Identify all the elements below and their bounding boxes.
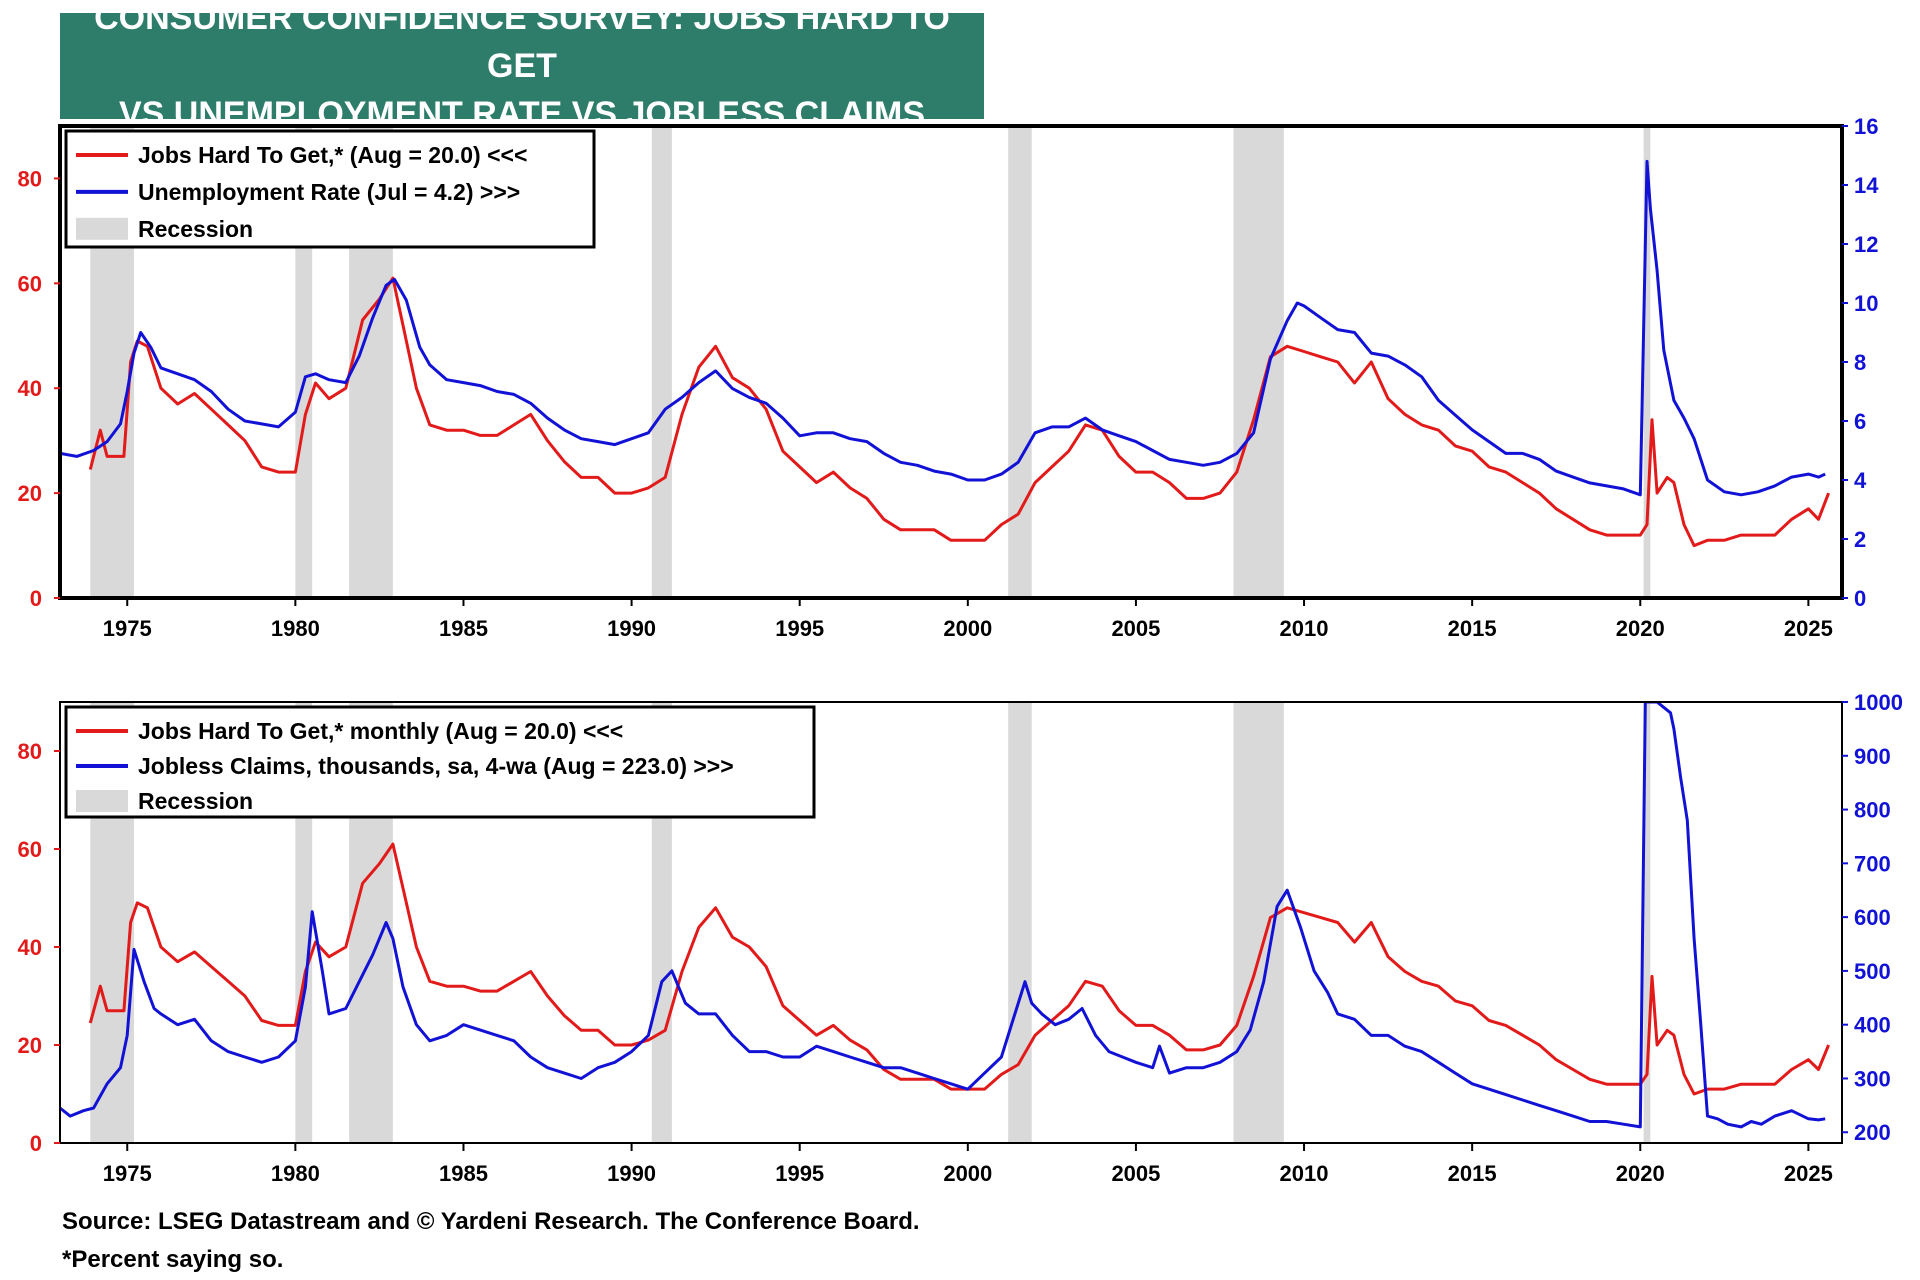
bottom-recession-band <box>1643 702 1651 1143</box>
bottom-legend: Jobs Hard To Get,* monthly (Aug = 20.0) … <box>64 705 816 819</box>
top-right-tick-label: 4 <box>1854 468 1867 493</box>
bottom-left-tick-label: 60 <box>18 837 42 862</box>
bottom-x-tick-label: 2015 <box>1448 1161 1497 1186</box>
bottom-right-tick-label: 1000 <box>1854 690 1903 715</box>
top-right-tick-label: 2 <box>1854 527 1866 552</box>
top-left-tick-label: 0 <box>30 586 42 611</box>
top-right-tick-label: 8 <box>1854 350 1866 375</box>
bottom-x-tick-label: 2020 <box>1616 1161 1665 1186</box>
bottom-right-tick-label: 600 <box>1854 905 1891 930</box>
top-x-tick-label: 1995 <box>775 616 824 641</box>
bottom-right-tick-label: 900 <box>1854 744 1891 769</box>
bottom-left-tick-label: 80 <box>18 739 42 764</box>
top-left-tick-label: 80 <box>18 166 42 191</box>
top-recession-band <box>1008 126 1032 598</box>
footnote: *Percent saying so. <box>62 1246 284 1273</box>
top-x-tick-label: 2005 <box>1111 616 1160 641</box>
bottom-right-tick-label: 300 <box>1854 1066 1891 1091</box>
bottom-recession-band <box>1233 702 1284 1143</box>
bottom-legend-label-red: Jobs Hard To Get,* monthly (Aug = 20.0) … <box>138 718 623 744</box>
top-series-jobs-hard-to-get <box>88 276 1830 548</box>
footer: Source: LSEG Datastream and © Yardeni Re… <box>62 1203 920 1279</box>
top-legend-label-blue: Unemployment Rate (Jul = 4.2) >>> <box>138 179 520 205</box>
top-right-tick-label: 6 <box>1854 409 1866 434</box>
bottom-right-tick-label: 500 <box>1854 959 1891 984</box>
top-legend-box <box>64 129 596 249</box>
bottom-series-jobless-claims <box>60 702 1826 1129</box>
chart-title-line1: CONSUMER CONFIDENCE SURVEY: JOBS HARD TO… <box>94 0 950 85</box>
bottom-right-tick-label: 800 <box>1854 798 1891 823</box>
bottom-left-tick-label: 20 <box>18 1033 42 1058</box>
bottom-legend-swatch-recession <box>76 790 128 812</box>
top-x-tick-label: 1975 <box>103 616 152 641</box>
bottom-right-tick-label: 700 <box>1854 851 1891 876</box>
top-x-tick-label: 2000 <box>943 616 992 641</box>
source-note: Source: LSEG Datastream and © Yardeni Re… <box>62 1208 920 1235</box>
top-x-tick-label: 2020 <box>1616 616 1665 641</box>
top-x-tick-label: 2015 <box>1448 616 1497 641</box>
top-x-tick-label: 2025 <box>1784 616 1833 641</box>
bottom-plot-frame <box>59 701 1843 1144</box>
top-recession-band <box>1643 126 1651 598</box>
top-x-tick-label: 2010 <box>1280 616 1329 641</box>
top-x-tick-label: 1985 <box>439 616 488 641</box>
top-right-tick-label: 16 <box>1854 114 1878 139</box>
bottom-recession-band <box>1008 702 1032 1143</box>
bottom-series-jobs-hard-to-get <box>88 842 1830 1096</box>
bottom-x-tick-label: 1985 <box>439 1161 488 1186</box>
top-legend: Jobs Hard To Get,* (Aug = 20.0) <<< Unemp… <box>64 129 596 249</box>
bottom-x-tick-label: 1980 <box>271 1161 320 1186</box>
bottom-right-tick-label: 400 <box>1854 1013 1891 1038</box>
bottom-x-tick-label: 1995 <box>775 1161 824 1186</box>
bottom-left-tick-label: 40 <box>18 935 42 960</box>
top-left-tick-label: 20 <box>18 481 42 506</box>
bottom-legend-label-blue: Jobless Claims, thousands, sa, 4-wa (Aug… <box>138 753 734 779</box>
bottom-x-tick-label: 1975 <box>103 1161 152 1186</box>
top-left-tick-label: 60 <box>18 271 42 296</box>
top-legend-swatch-recession <box>76 217 128 240</box>
top-x-tick-label: 1990 <box>607 616 656 641</box>
top-right-tick-label: 0 <box>1854 586 1866 611</box>
bottom-x-tick-label: 2005 <box>1111 1161 1160 1186</box>
top-chart-panel: 0 20 40 60 80 0 2 4 6 8 10 12 14 16 1975 1980 1985 1990 19… <box>18 114 1880 641</box>
bottom-x-tick-label: 1990 <box>607 1161 656 1186</box>
bottom-left-tick-label: 0 <box>30 1131 42 1156</box>
bottom-x-tick-label: 2010 <box>1280 1161 1329 1186</box>
top-right-tick-label: 10 <box>1854 291 1878 316</box>
bottom-legend-label-recession: Recession <box>138 788 253 814</box>
bottom-x-tick-label: 2000 <box>943 1161 992 1186</box>
top-right-tick-label: 14 <box>1854 173 1879 198</box>
top-left-tick-label: 40 <box>18 376 42 401</box>
top-recession-band <box>1233 126 1284 598</box>
bottom-legend-box <box>64 705 816 819</box>
bottom-chart-panel: 0 20 40 60 80 200 300 400 500 600 700 800 900 1000 197… <box>18 690 1903 1186</box>
top-legend-label-red: Jobs Hard To Get,* (Aug = 20.0) <<< <box>138 142 527 168</box>
bottom-x-tick-label: 2025 <box>1784 1161 1833 1186</box>
top-right-tick-label: 12 <box>1854 232 1878 257</box>
chart-title: CONSUMER CONFIDENCE SURVEY: JOBS HARD TO… <box>60 0 984 133</box>
bottom-right-tick-label: 200 <box>1854 1120 1891 1145</box>
top-series-unemployment-rate <box>60 159 1826 497</box>
top-legend-label-recession: Recession <box>138 216 253 242</box>
top-x-tick-label: 1980 <box>271 616 320 641</box>
top-recession-band <box>651 126 672 598</box>
